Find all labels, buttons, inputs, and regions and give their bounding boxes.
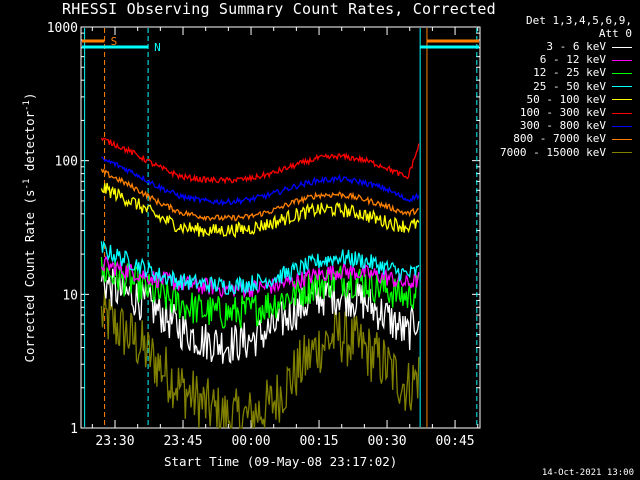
series-line-100-300keV xyxy=(100,137,420,185)
x-tick-label: 00:45 xyxy=(435,434,474,449)
series-line-12-25keV xyxy=(100,256,420,329)
series-line-300-800keV xyxy=(101,156,420,207)
legend-header-attenuator: Att 0 xyxy=(598,27,632,40)
legend-entry: 100 - 300 keV xyxy=(520,106,632,119)
legend-swatch xyxy=(612,138,632,140)
y-tick-label: 100 xyxy=(55,155,78,170)
legend-entry-label: 800 - 7000 keV xyxy=(513,132,606,146)
legend-entry-label: 12 - 25 keV xyxy=(533,66,606,80)
legend-entry: 800 - 7000 keV xyxy=(513,132,632,145)
x-tick-label: 00:00 xyxy=(231,434,270,449)
legend-swatch xyxy=(612,46,632,48)
legend-swatch xyxy=(612,59,632,61)
x-tick-label: 00:30 xyxy=(367,434,406,449)
saa-annotation: S xyxy=(111,35,118,48)
legend-entry: 3 - 6 keV xyxy=(546,40,632,53)
legend-entry-label: 7000 - 15000 keV xyxy=(500,145,606,159)
legend-entry-label: 3 - 6 keV xyxy=(546,40,606,53)
y-axis-label: Corrected Count Rate (s-1 detector-1) xyxy=(22,92,37,362)
x-tick-label: 23:30 xyxy=(95,434,134,449)
plot-frame xyxy=(80,26,481,429)
x-axis-label: Start Time (09-May-08 23:17:02) xyxy=(164,454,398,469)
series-line-3-6keV xyxy=(100,268,420,364)
legend-header-detectors: Det 1,3,4,5,6,9, xyxy=(526,14,632,27)
legend-entry-label: 100 - 300 keV xyxy=(519,106,606,119)
legend-entry-label: 25 - 50 keV xyxy=(533,79,606,93)
legend-entry: 6 - 12 keV xyxy=(540,53,632,66)
legend-swatch xyxy=(612,86,632,88)
x-tick-label: 00:15 xyxy=(299,434,338,449)
generation-timestamp: 14-Oct-2021 13:00 xyxy=(541,468,634,478)
y-tick-label: 1000 xyxy=(47,21,78,36)
series-line-800-7000keV xyxy=(100,168,419,222)
legend-swatch xyxy=(612,99,632,101)
legend-entry: 300 - 800 keV xyxy=(520,119,632,132)
y-tick-label: 10 xyxy=(62,288,78,303)
legend-entry: 12 - 25 keV xyxy=(533,66,632,79)
legend-entry: 7000 - 15000 keV xyxy=(500,146,632,159)
legend-swatch xyxy=(612,152,632,154)
legend-entry-label: 6 - 12 keV xyxy=(539,53,606,67)
night-annotation: N xyxy=(154,41,161,54)
x-tick-label: 23:45 xyxy=(163,434,202,449)
legend-swatch xyxy=(612,112,632,114)
legend-entry-label: 300 - 800 keV xyxy=(519,119,606,133)
series-line-50-100keV xyxy=(100,182,420,239)
chart-title: RHESSI Observing Summary Count Rates, Co… xyxy=(62,0,496,18)
series-line-7000-15000keV xyxy=(100,288,420,429)
legend-entry-label: 50 - 100 keV xyxy=(526,92,606,106)
legend-entry: 25 - 50 keV xyxy=(533,80,632,93)
legend-swatch xyxy=(612,125,632,127)
legend-swatch xyxy=(612,72,632,74)
y-tick-label: 1 xyxy=(70,422,78,437)
legend-entry: 50 - 100 keV xyxy=(527,93,632,106)
series-line-25-50keV xyxy=(100,240,420,296)
